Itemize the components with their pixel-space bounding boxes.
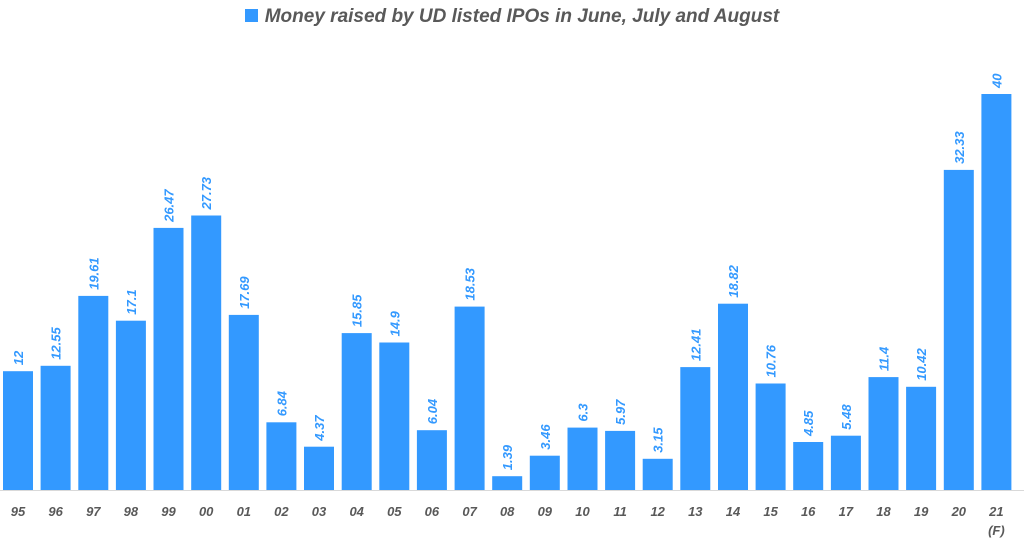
x-tick-label-20: 20 xyxy=(951,504,967,519)
x-tick-label-16: 16 xyxy=(801,504,816,519)
x-tick-label-98: 98 xyxy=(124,504,139,519)
x-tick-label-04: 04 xyxy=(349,504,364,519)
x-tick-sublabel-21: (F) xyxy=(988,523,1005,538)
data-label-14: 18.82 xyxy=(726,264,741,297)
bar-95 xyxy=(3,371,33,490)
bar-12 xyxy=(642,458,673,490)
x-tick-label-03: 03 xyxy=(312,504,327,519)
bar-15 xyxy=(755,383,786,490)
bar-17 xyxy=(830,435,861,490)
bar-99 xyxy=(153,227,184,490)
data-label-19: 10.42 xyxy=(914,347,929,380)
x-tick-label-13: 13 xyxy=(688,504,703,519)
bar-19 xyxy=(906,386,937,490)
data-label-99: 26.47 xyxy=(162,189,177,223)
bar-13 xyxy=(680,367,711,490)
data-label-16: 4.85 xyxy=(801,410,816,437)
x-tick-label-11: 11 xyxy=(613,504,627,519)
x-tick-label-07: 07 xyxy=(462,504,477,519)
data-label-12: 3.15 xyxy=(651,427,666,453)
x-tick-label-15: 15 xyxy=(763,504,778,519)
bar-08 xyxy=(492,476,523,490)
data-label-09: 3.46 xyxy=(538,424,553,450)
data-label-00: 27.73 xyxy=(199,176,214,210)
x-tick-label-99: 99 xyxy=(161,504,176,519)
x-tick-label-09: 09 xyxy=(538,504,553,519)
data-label-96: 12.55 xyxy=(49,326,64,359)
bar-16 xyxy=(793,442,824,490)
data-label-06: 6.04 xyxy=(425,398,440,424)
x-tick-label-02: 02 xyxy=(274,504,289,519)
bar-05 xyxy=(379,342,410,490)
x-tick-label-01: 01 xyxy=(237,504,251,519)
data-label-01: 17.69 xyxy=(237,276,252,309)
bar-07 xyxy=(454,306,485,490)
data-label-11: 5.97 xyxy=(613,399,628,425)
bar-21 xyxy=(981,94,1012,490)
bar-06 xyxy=(416,430,447,490)
x-tick-label-97: 97 xyxy=(86,504,101,519)
data-label-98: 17.1 xyxy=(124,289,139,314)
data-label-04: 15.85 xyxy=(350,294,365,327)
data-label-08: 1.39 xyxy=(500,444,515,470)
data-label-02: 6.84 xyxy=(274,390,289,416)
x-tick-label-12: 12 xyxy=(650,504,665,519)
bar-09 xyxy=(529,455,560,490)
bar-01 xyxy=(228,314,259,490)
data-label-15: 10.76 xyxy=(764,344,779,377)
x-tick-label-10: 10 xyxy=(575,504,590,519)
x-tick-label-00: 00 xyxy=(199,504,214,519)
x-tick-label-96: 96 xyxy=(48,504,63,519)
x-tick-label-06: 06 xyxy=(425,504,440,519)
data-label-97: 19.61 xyxy=(86,257,101,290)
data-label-18: 11.4 xyxy=(877,346,892,371)
bar-20 xyxy=(943,169,974,490)
chart-legend: Money raised by UD listed IPOs in June, … xyxy=(0,6,1024,28)
data-label-17: 5.48 xyxy=(839,404,854,430)
legend-swatch xyxy=(244,9,258,22)
data-label-07: 18.53 xyxy=(463,267,478,300)
bar-10 xyxy=(567,427,598,490)
x-tick-label-18: 18 xyxy=(876,504,891,519)
bar-96 xyxy=(40,365,71,490)
data-label-10: 6.3 xyxy=(576,403,591,422)
x-tick-label-14: 14 xyxy=(726,504,741,519)
bar-18 xyxy=(868,377,899,490)
legend-label: Money raised by UD listed IPOs in June, … xyxy=(264,6,780,27)
data-label-20: 32.33 xyxy=(952,131,967,164)
bar-00 xyxy=(191,215,222,490)
x-tick-label-17: 17 xyxy=(839,504,854,519)
bar-11 xyxy=(605,430,636,490)
x-tick-label-19: 19 xyxy=(914,504,929,519)
x-tick-label-08: 08 xyxy=(500,504,515,519)
bar-98 xyxy=(115,320,146,490)
x-tick-label-21: 21 xyxy=(988,504,1003,519)
bar-04 xyxy=(341,333,372,490)
bar-02 xyxy=(266,422,297,490)
data-label-21: 40 xyxy=(989,73,1004,89)
data-label-05: 14.9 xyxy=(387,310,402,336)
data-label-03: 4.37 xyxy=(312,415,327,442)
bar-14 xyxy=(718,303,748,490)
bar-03 xyxy=(304,446,334,490)
x-tick-label-05: 05 xyxy=(387,504,402,519)
data-label-13: 12.41 xyxy=(688,329,703,362)
bar-97 xyxy=(78,295,109,490)
x-tick-label-95: 95 xyxy=(11,504,26,519)
data-label-95: 12 xyxy=(11,350,26,365)
